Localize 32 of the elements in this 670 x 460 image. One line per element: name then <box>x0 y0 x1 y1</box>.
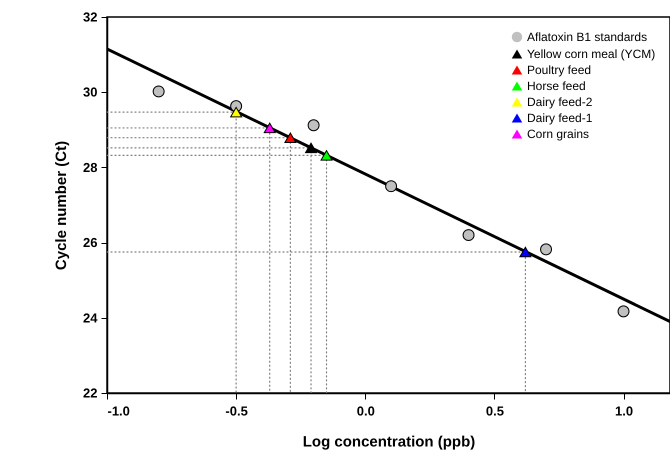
point <box>540 243 552 256</box>
legend-label: Corn grains <box>527 127 590 141</box>
y-tick-label: 26 <box>83 235 98 250</box>
legend-label: Poultry feed <box>527 63 592 77</box>
point <box>308 119 320 132</box>
y-tick-label: 22 <box>83 386 98 400</box>
point <box>284 132 296 143</box>
point <box>230 106 242 118</box>
x-axis-title: Log concentration (ppb) <box>302 434 476 450</box>
x-tick-label: 1.0 <box>614 404 634 418</box>
y-axis-title: Cycle number (Ct) <box>53 140 70 270</box>
legend-label: Aflatoxin B1 standards <box>527 30 648 44</box>
y-tick-label: 32 <box>83 10 98 24</box>
legend-label: Dairy feed-1 <box>527 111 593 125</box>
point <box>320 150 332 161</box>
point <box>385 180 398 192</box>
x-tick-label: 0.5 <box>486 404 504 418</box>
point <box>618 305 630 318</box>
y-tick-label: 30 <box>83 84 98 100</box>
legend-label: Horse feed <box>527 79 586 93</box>
x-tick-label: 0.0 <box>356 404 375 418</box>
point <box>462 229 475 242</box>
x-tick-label: -1.0 <box>108 404 130 418</box>
x-tick-label: -0.5 <box>225 404 248 418</box>
y-tick-label: 28 <box>83 160 98 175</box>
point <box>305 142 317 154</box>
legend-label: Yellow corn meal (YCM) <box>527 47 656 61</box>
legend-label: Dairy feed-2 <box>527 95 593 109</box>
y-tick-label: 24 <box>83 310 98 326</box>
point <box>264 122 276 134</box>
point <box>519 246 532 258</box>
point <box>152 85 165 98</box>
